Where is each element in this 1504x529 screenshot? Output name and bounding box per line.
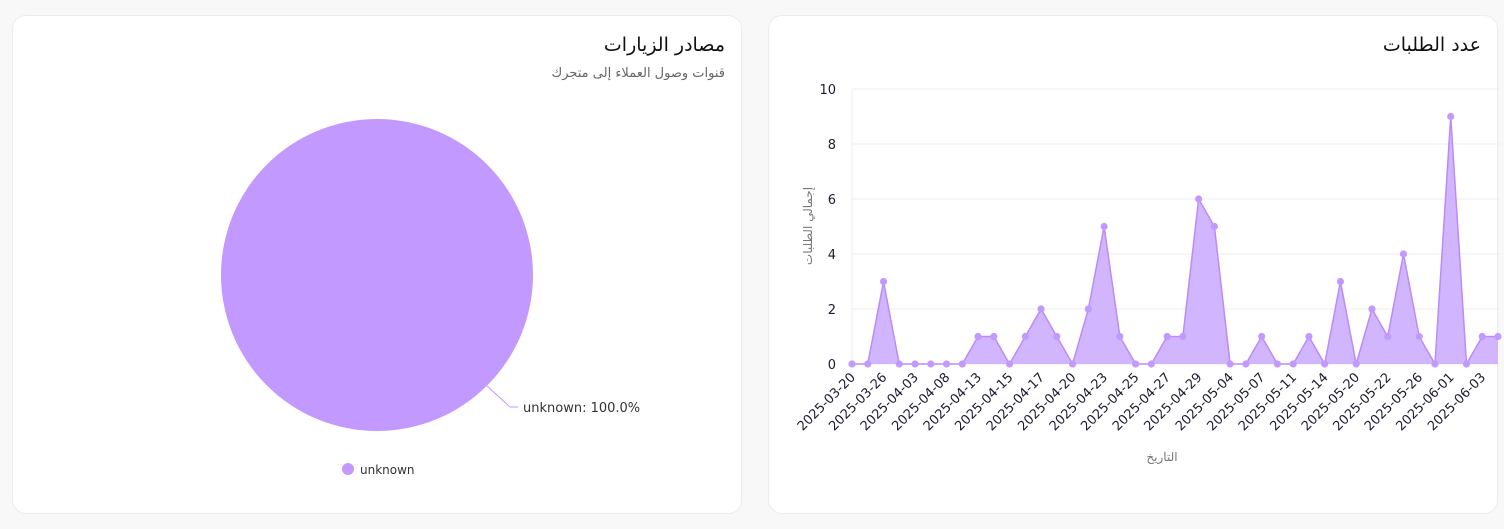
data-point[interactable] <box>1195 195 1203 203</box>
data-point[interactable] <box>1478 332 1486 341</box>
data-point[interactable] <box>1384 332 1392 341</box>
data-point[interactable] <box>1321 360 1329 368</box>
pie-label-leader <box>486 385 518 408</box>
legend-label-unknown[interactable]: unknown <box>360 463 415 477</box>
y-tick-label: 8 <box>828 138 836 153</box>
card-title: عدد الطلبات <box>1382 34 1481 56</box>
data-point[interactable] <box>864 360 872 368</box>
data-point[interactable] <box>927 360 935 368</box>
data-point[interactable] <box>1289 360 1297 368</box>
data-point[interactable] <box>1179 332 1187 341</box>
data-point[interactable] <box>1305 332 1313 341</box>
data-point[interactable] <box>1399 250 1408 258</box>
data-point[interactable] <box>1226 360 1234 368</box>
data-point[interactable] <box>1100 222 1108 231</box>
y-tick-label: 0 <box>828 358 836 373</box>
data-point[interactable] <box>1116 332 1124 341</box>
data-point[interactable] <box>848 360 856 368</box>
data-point[interactable] <box>942 360 951 368</box>
data-point[interactable] <box>1210 222 1218 231</box>
data-point[interactable] <box>1084 305 1092 313</box>
legend-swatch-unknown <box>342 463 354 475</box>
data-point[interactable] <box>1368 305 1376 313</box>
data-point[interactable] <box>1005 360 1014 368</box>
pie-slice-unknown[interactable] <box>221 119 533 431</box>
data-point[interactable] <box>1163 332 1171 341</box>
data-point[interactable] <box>1273 360 1282 368</box>
pie-chart: unknown: 100.0% unknown <box>221 119 640 477</box>
card-title: مصادر الزيارات <box>603 34 725 56</box>
y-tick-label: 10 <box>819 83 836 98</box>
x-axis-label: التاريخ <box>1146 450 1177 465</box>
y-tick-label: 6 <box>828 193 836 208</box>
data-point[interactable] <box>1494 332 1502 341</box>
data-point[interactable] <box>1336 277 1345 286</box>
data-point[interactable] <box>958 360 966 368</box>
y-axis-label: إجمالي الطلبات <box>801 187 815 265</box>
data-point[interactable] <box>1037 305 1045 313</box>
data-point[interactable] <box>1431 360 1439 368</box>
data-point[interactable] <box>1352 360 1360 368</box>
data-point[interactable] <box>1462 360 1471 368</box>
y-tick-label: 2 <box>828 303 836 318</box>
data-point[interactable] <box>895 360 903 368</box>
data-point[interactable] <box>1053 332 1061 341</box>
data-point[interactable] <box>879 277 888 286</box>
data-point[interactable] <box>1132 360 1140 368</box>
data-point[interactable] <box>1258 332 1266 341</box>
data-point[interactable] <box>990 332 998 341</box>
data-point[interactable] <box>1242 360 1250 368</box>
area-fill <box>852 116 1498 364</box>
data-point[interactable] <box>1147 360 1155 368</box>
data-point[interactable] <box>1415 332 1423 341</box>
data-point[interactable] <box>1021 332 1029 341</box>
data-point[interactable] <box>1447 112 1455 121</box>
data-point[interactable] <box>911 360 919 368</box>
data-point[interactable] <box>974 332 982 341</box>
card-subtitle: قنوات وصول العملاء إلى متجرك <box>551 66 725 81</box>
data-point[interactable] <box>1068 360 1077 368</box>
orders-count-card: عدد الطلبات <box>768 15 1498 514</box>
y-tick-label: 4 <box>828 248 836 263</box>
pie-data-label: unknown: 100.0% <box>523 401 640 416</box>
